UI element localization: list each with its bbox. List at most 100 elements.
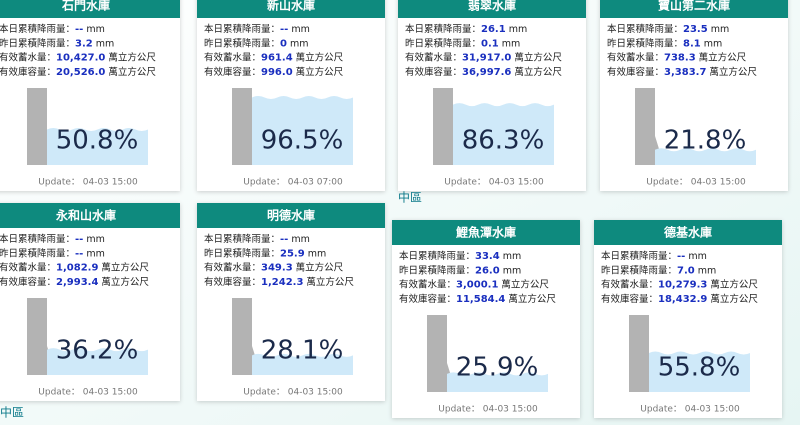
field-unit: 萬立方公尺 [501, 278, 549, 290]
field-value: 33.4 [475, 251, 500, 262]
update-time: Update： 04-03 15:00 [438, 405, 538, 415]
card-header [0, 0, 180, 18]
field-value: 349.3 [261, 263, 293, 274]
field-value: -- [75, 234, 83, 245]
field-value: 3.2 [75, 38, 93, 49]
info-line: 有效蓄水量：349.3 萬立方公尺 [204, 261, 344, 274]
fill-percent: 36.2% [56, 336, 139, 366]
field-value: 7.0 [677, 265, 695, 276]
field-unit: 萬立方公尺 [296, 51, 344, 63]
update-time: Update： 04-03 15:00 [38, 178, 138, 188]
card-header [197, 0, 385, 18]
update-time: Update： 04-03 15:00 [640, 405, 740, 415]
fill-percent: 50.8% [56, 126, 139, 156]
field-value: 26.0 [475, 265, 500, 276]
info-line: 有效蓄水量：10,279.3 萬立方公尺 [601, 278, 758, 291]
card-title: 石門水庫 [61, 0, 110, 13]
water-level [649, 351, 750, 392]
dam [427, 315, 456, 392]
info-line: 昨日累積降雨量：0.1 mm [405, 37, 520, 50]
field-label: 有效蓄水量： [405, 51, 462, 63]
field-label: 本日累積降雨量： [405, 23, 481, 35]
field-value: 18,432.9 [658, 294, 707, 305]
field-unit: mm [96, 38, 115, 49]
info-line: 有效庫容量：18,432.9 萬立方公尺 [601, 292, 758, 305]
card-header [600, 0, 788, 18]
info-line: 本日累積降雨量：23.5 mm [607, 23, 729, 36]
card-header [594, 220, 782, 245]
info-line: 本日累積降雨量：-- mm [204, 23, 310, 36]
field-value: 1,082.9 [56, 263, 98, 274]
info-line: 有效庫容量：36,997.6 萬立方公尺 [405, 65, 562, 78]
info-line: 有效蓄水量：1,082.9 萬立方公尺 [0, 261, 149, 274]
field-unit: mm [509, 24, 528, 35]
card-title: 翡翠水庫 [468, 0, 516, 13]
field-label: 昨日累積降雨量： [0, 37, 75, 49]
update-time: Update： 04-03 15:00 [243, 388, 343, 398]
field-value: 25.9 [280, 248, 305, 259]
info-line: 昨日累積降雨量：0 mm [204, 37, 309, 50]
update-time: Update： 04-03 15:00 [444, 178, 544, 188]
info-line: 有效蓄水量：738.3 萬立方公尺 [607, 51, 747, 64]
info-line: 有效庫容量：3,383.7 萬立方公尺 [607, 65, 757, 78]
fill-percent: 55.8% [658, 353, 741, 383]
info-line: 昨日累積降雨量：7.0 mm [601, 264, 716, 277]
field-value: 10,279.3 [658, 280, 707, 291]
field-unit: mm [502, 38, 521, 49]
info-line: 昨日累積降雨量：8.1 mm [607, 37, 722, 50]
fill-percent: 21.8% [664, 126, 747, 156]
field-value: -- [75, 24, 83, 35]
info-line: 本日累積降雨量：-- mm [204, 233, 310, 246]
info-line: 有效蓄水量：10,427.0 萬立方公尺 [0, 51, 156, 64]
info-line: 有效蓄水量：961.4 萬立方公尺 [204, 51, 344, 64]
fill-percent: 96.5% [261, 126, 344, 156]
field-value: 0 [280, 38, 287, 49]
card-header [392, 220, 580, 245]
field-unit: mm [503, 265, 522, 276]
info-line: 有效庫容量：2,993.4 萬立方公尺 [0, 275, 149, 288]
info-line: 有效庫容量：996.0 萬立方公尺 [204, 65, 344, 78]
field-unit: 萬立方公尺 [710, 278, 758, 290]
card-title: 永和山水庫 [55, 208, 116, 223]
field-value: 961.4 [261, 53, 293, 64]
field-unit: 萬立方公尺 [108, 65, 156, 77]
info-line: 本日累積降雨量：-- mm [601, 250, 707, 263]
field-label: 昨日累積降雨量： [405, 37, 481, 49]
field-label: 本日累積降雨量： [0, 233, 75, 245]
field-label: 有效蓄水量： [204, 261, 261, 273]
info-line: 昨日累積降雨量：3.2 mm [0, 37, 114, 50]
region-label: 中區 [0, 405, 24, 420]
info-line: 有效庫容量：1,242.3 萬立方公尺 [204, 275, 354, 288]
field-label: 本日累積降雨量： [601, 250, 677, 262]
card-header [398, 0, 586, 18]
field-value: 8.1 [683, 38, 701, 49]
field-label: 有效庫容量： [601, 292, 658, 304]
field-value: 26.1 [481, 24, 506, 35]
field-value: 0.1 [481, 38, 499, 49]
field-value: 3,000.1 [456, 280, 498, 291]
field-label: 本日累積降雨量： [0, 23, 75, 35]
card-title: 寶山第二水庫 [658, 0, 730, 13]
field-unit: mm [86, 24, 105, 35]
info-line: 本日累積降雨量：26.1 mm [405, 23, 527, 36]
field-label: 本日累積降雨量： [607, 23, 683, 35]
field-value: 20,526.0 [56, 67, 105, 78]
region-label: 中區 [398, 190, 422, 205]
field-unit: mm [291, 24, 310, 35]
field-label: 有效蓄水量： [607, 51, 664, 63]
field-label: 有效庫容量： [0, 275, 56, 287]
field-label: 有效庫容量： [399, 292, 456, 304]
fill-percent: 28.1% [261, 336, 344, 366]
field-unit: mm [503, 251, 522, 262]
update-time: Update： 04-03 15:00 [646, 178, 746, 188]
field-unit: 萬立方公尺 [108, 51, 156, 63]
info-line: 本日累積降雨量：33.4 mm [399, 250, 521, 263]
field-unit: 萬立方公尺 [101, 275, 149, 287]
field-unit: mm [711, 24, 730, 35]
